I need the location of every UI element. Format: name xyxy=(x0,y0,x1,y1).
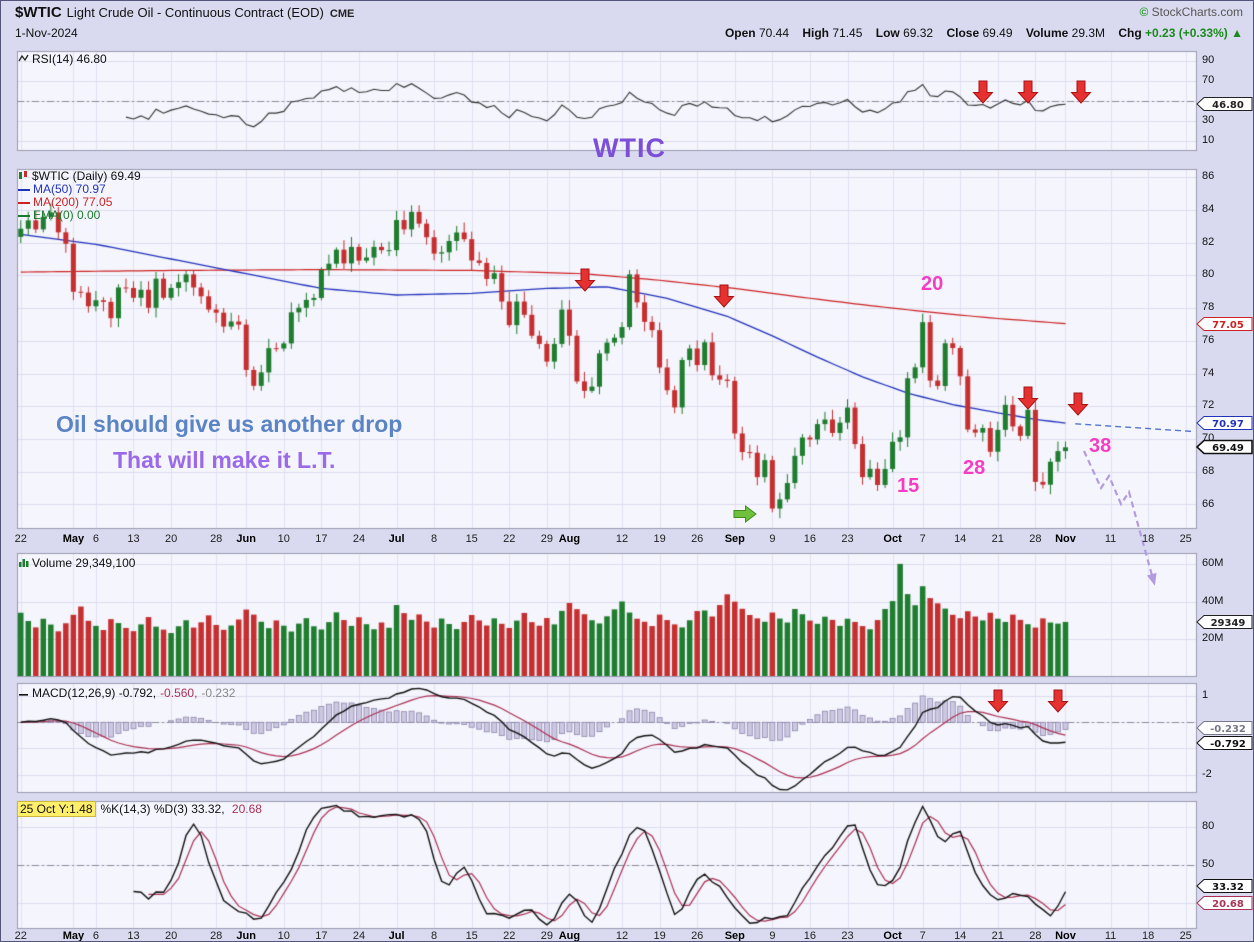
main-legend: $WTIC (Daily) 69.49 MA(50) 70.97 MA(200)… xyxy=(18,170,141,222)
low-label: Low xyxy=(875,26,900,40)
low-value: 69.32 xyxy=(903,26,934,40)
copyright-icon: © xyxy=(1139,5,1149,19)
open-value: 70.44 xyxy=(758,26,789,40)
volume-value: 29.3M xyxy=(1071,26,1106,40)
price-legend-icon xyxy=(19,171,27,179)
volume-legend: Volume 29,349,100 xyxy=(18,556,135,570)
exchange-label: CME xyxy=(329,8,355,20)
macd-legend-icon xyxy=(19,694,28,696)
ohlc-quote: Open 70.44 High 71.45 Low 69.32 Close 69… xyxy=(725,26,1243,40)
high-value: 71.45 xyxy=(832,26,863,40)
high-label: High xyxy=(802,26,830,40)
ema-swatch xyxy=(18,214,30,217)
rsi-legend-label: RSI(14) 46.80 xyxy=(32,52,107,66)
chg-value: +0.23 (+0.33%) xyxy=(1145,26,1228,40)
quote-row: 1-Nov-2024 Open 70.44 High 71.45 Low 69.… xyxy=(15,26,1245,44)
open-label: Open xyxy=(724,26,756,40)
volume-legend-label: Volume 29,349,100 xyxy=(32,556,136,570)
chg-label: Chg xyxy=(1118,26,1142,40)
annotation-text-drop: Oil should give us another drop xyxy=(56,411,403,437)
macd-signal-value: -0.560, xyxy=(160,686,198,700)
cycle-count-38: 38 xyxy=(1089,435,1112,457)
rsi-indicator-icon xyxy=(18,54,29,62)
macd-legend: MACD(12,26,9) -0.792, -0.560, -0.232 xyxy=(18,686,235,700)
stoch-d-value: 20.68 xyxy=(231,802,262,816)
date-label: 1-Nov-2024 xyxy=(15,26,78,40)
macd-legend-label: MACD(12,26,9) -0.792, xyxy=(32,686,157,700)
cycle-count-28: 28 xyxy=(963,457,986,479)
ma50-legend-label: MA(50) 70.97 xyxy=(33,182,106,196)
wtic-watermark-label: WTIC xyxy=(593,133,666,163)
cycle-count-20: 20 xyxy=(921,273,944,295)
volume-label: Volume xyxy=(1025,26,1069,40)
ma200-legend-label: MA(200) 77.05 xyxy=(33,195,113,209)
symbol-label: $WTIC xyxy=(15,4,62,21)
chart-header: $WTIC Light Crude Oil - Continuous Contra… xyxy=(15,4,1245,24)
chart-title: Light Crude Oil - Continuous Contract (E… xyxy=(66,5,324,20)
main-legend-label: $WTIC (Daily) 69.49 xyxy=(32,169,141,183)
stoch-legend-label: %K(14,3) %D(3) 33.32, xyxy=(100,802,225,816)
stoch-legend: 25 Oct Y:1.48 %K(14,3) %D(3) 33.32, 20.68 xyxy=(17,801,262,817)
copyright-text: StockCharts.com xyxy=(1151,5,1243,19)
ma200-swatch xyxy=(18,201,30,204)
copyright-link[interactable]: © StockCharts.com xyxy=(1139,5,1243,19)
ema-legend-label: EMA(0) 0.00 xyxy=(33,208,101,222)
volume-legend-icon xyxy=(19,559,29,567)
cycle-count-15: 15 xyxy=(897,475,920,497)
chg-up-arrow-icon: ▲ xyxy=(1231,26,1243,40)
rsi-legend: RSI(14) 46.80 xyxy=(18,52,107,66)
ma50-swatch xyxy=(18,188,30,191)
annotation-text-lt: That will make it L.T. xyxy=(113,447,336,473)
close-label: Close xyxy=(946,26,980,40)
close-value: 69.49 xyxy=(982,26,1013,40)
stoch-date-tag: 25 Oct Y:1.48 xyxy=(17,801,96,817)
macd-hist-value: -0.232 xyxy=(201,686,236,700)
